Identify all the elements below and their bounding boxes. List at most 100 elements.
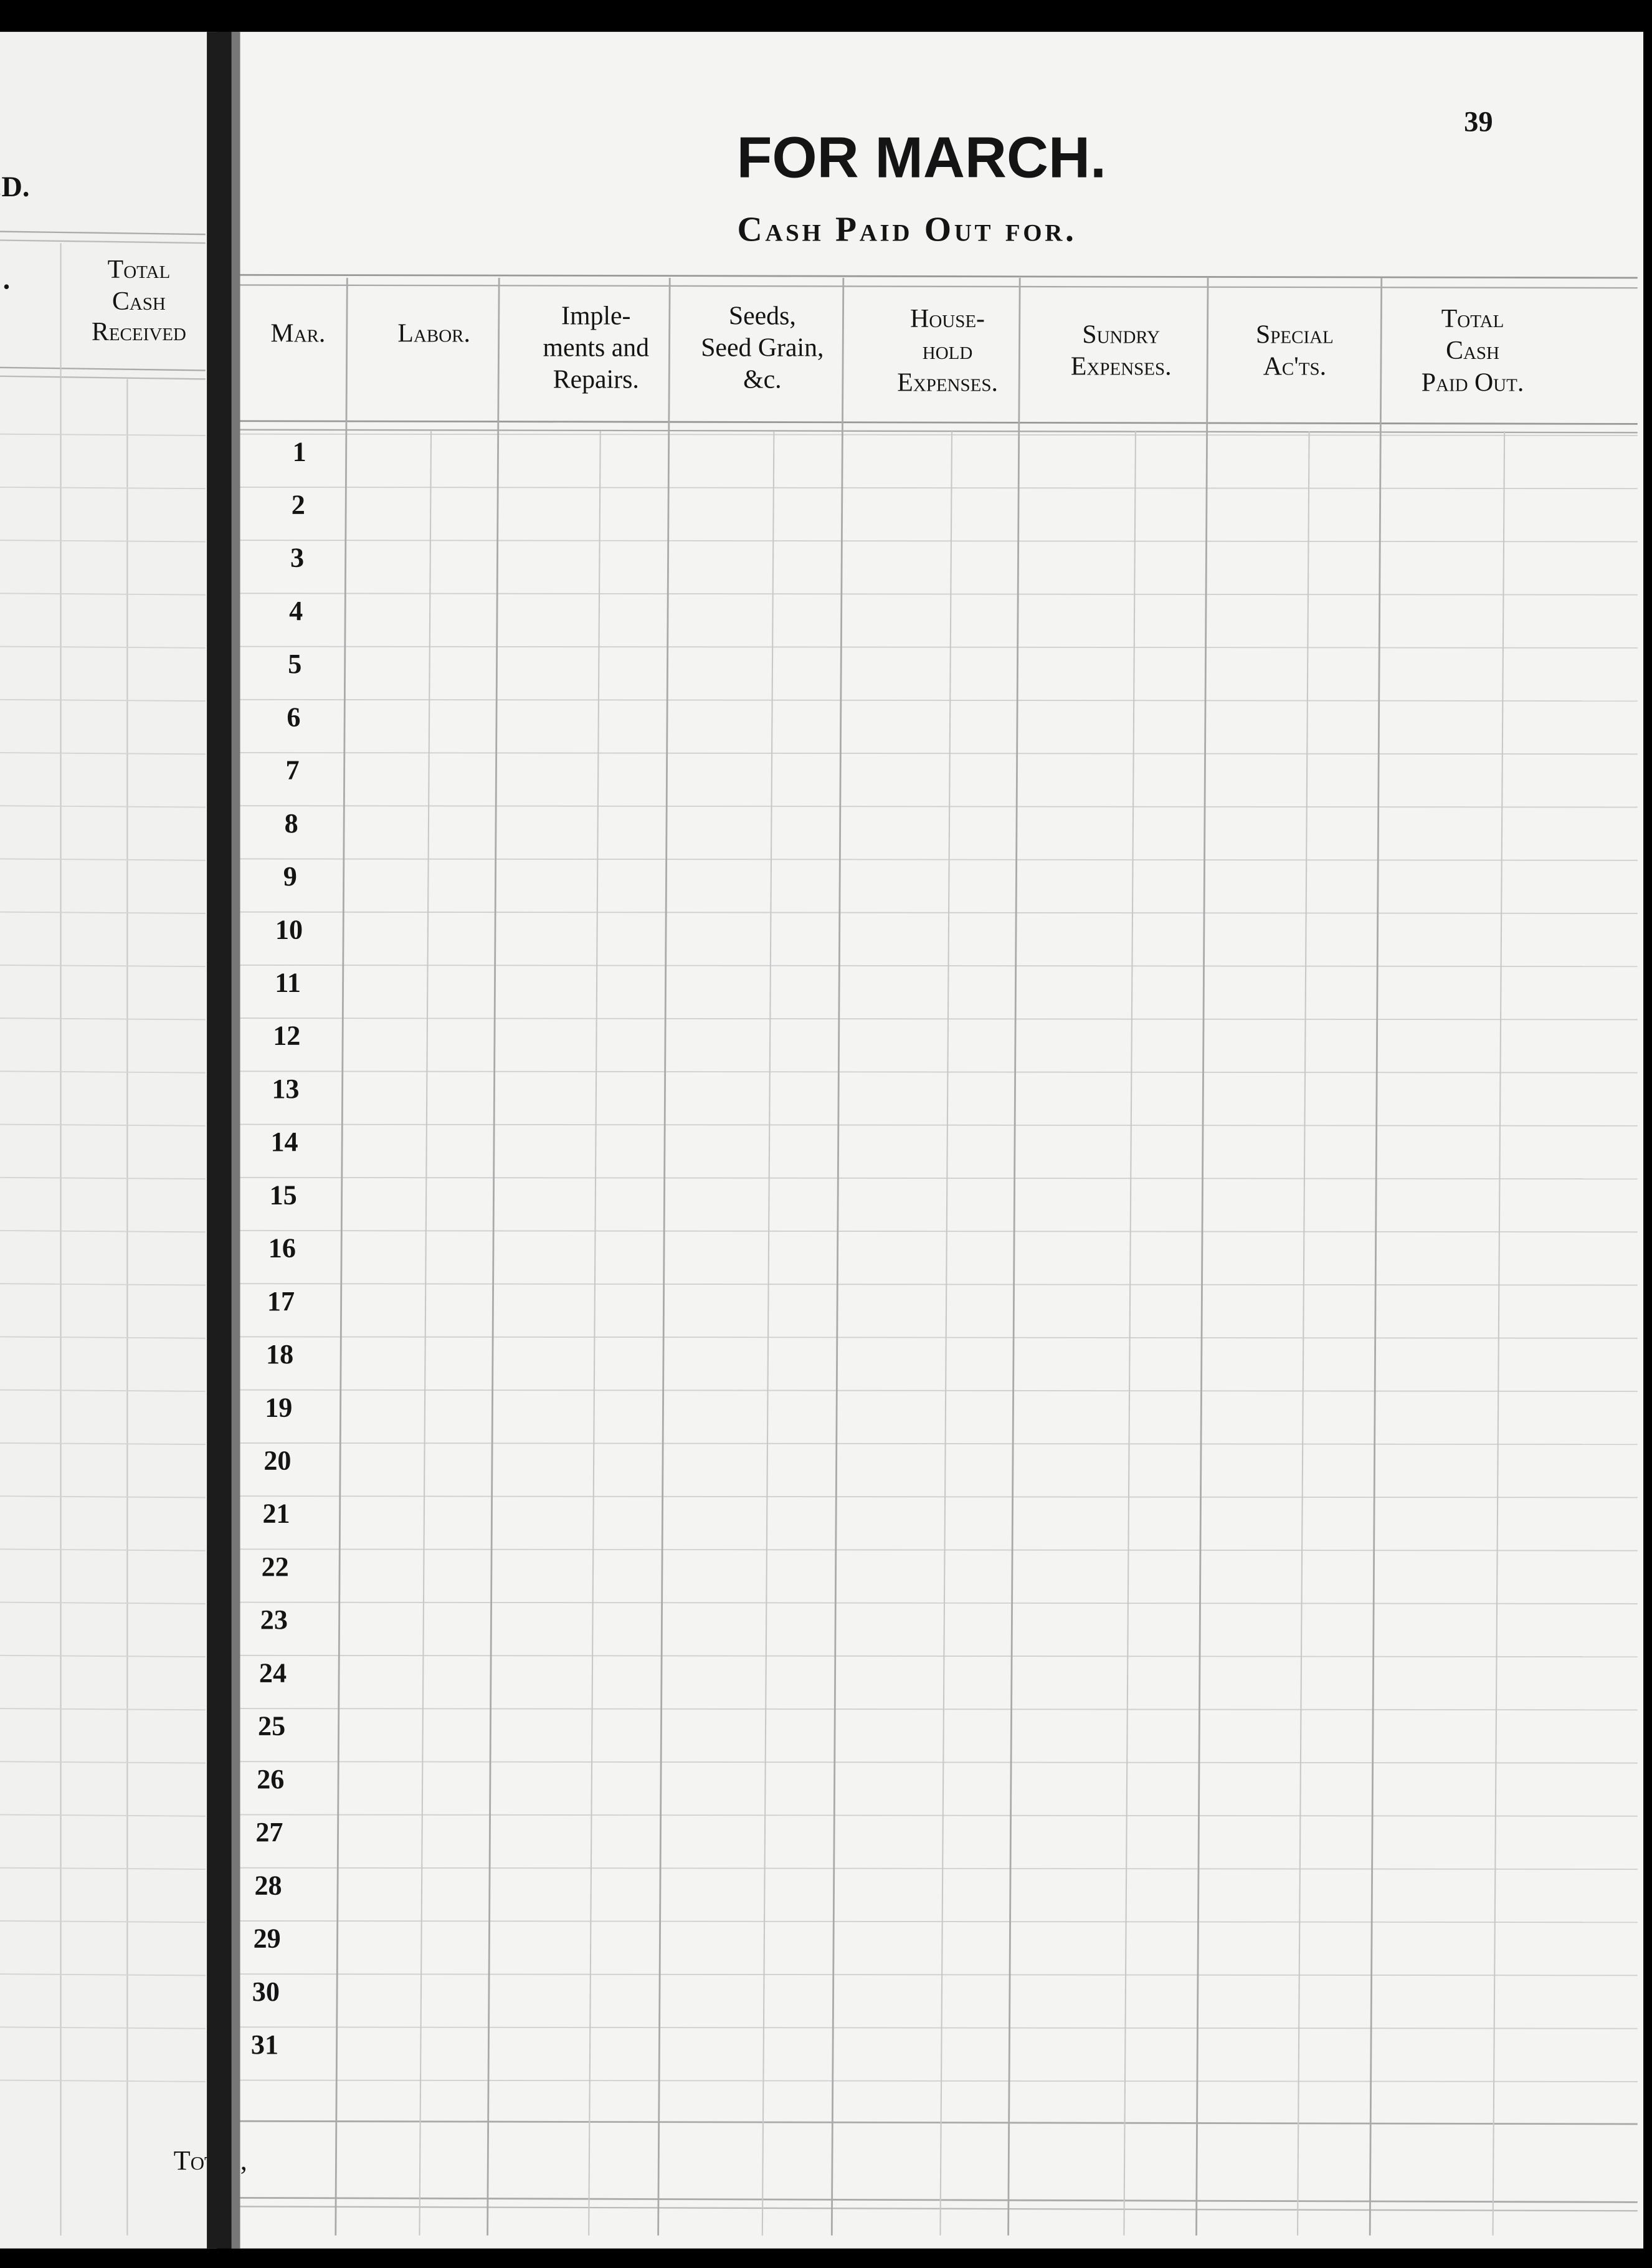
rule bbox=[419, 431, 432, 2236]
row-day: 4 bbox=[289, 596, 303, 626]
row-day: 21 bbox=[262, 1498, 290, 1529]
row-day: 3 bbox=[290, 543, 304, 573]
rule bbox=[240, 1973, 1638, 1976]
row-day: 6 bbox=[287, 702, 300, 732]
spine-edge bbox=[231, 32, 240, 2249]
rule bbox=[240, 2196, 1638, 2203]
column-header: Total bbox=[1441, 305, 1504, 333]
rule bbox=[240, 420, 1638, 425]
column-header: Ac'ts. bbox=[1263, 353, 1326, 381]
rule bbox=[0, 1601, 206, 1604]
rule bbox=[240, 911, 1638, 914]
row-day: 7 bbox=[286, 755, 300, 786]
rule bbox=[240, 1442, 1638, 1446]
rule bbox=[939, 431, 953, 2236]
row-day: 15 bbox=[270, 1179, 297, 1210]
rule bbox=[240, 1389, 1638, 1392]
rule bbox=[240, 486, 1638, 490]
rule bbox=[588, 431, 601, 2236]
row-day: 14 bbox=[270, 1127, 298, 1157]
printed-text: 39 FOR MARCH. Cash Paid Out for. .D. . T… bbox=[0, 106, 1524, 2175]
rule bbox=[0, 1389, 206, 1392]
rule bbox=[240, 1814, 1638, 1817]
rule bbox=[487, 277, 500, 2236]
row-day: 22 bbox=[262, 1551, 289, 1582]
rule bbox=[657, 277, 671, 2236]
rule bbox=[0, 593, 206, 596]
row-day: 28 bbox=[254, 1870, 282, 1900]
subtitle: Cash Paid Out for. bbox=[737, 211, 1076, 249]
rule bbox=[0, 1070, 206, 1074]
rule bbox=[240, 1654, 1638, 1658]
row-day: 9 bbox=[283, 861, 297, 892]
column-header: ments and bbox=[543, 334, 649, 363]
column-header: hold bbox=[923, 336, 973, 365]
column-header: Paid Out. bbox=[1422, 368, 1524, 397]
left-mark-fragment: . bbox=[3, 264, 11, 295]
rule bbox=[240, 964, 1638, 968]
rule bbox=[0, 1123, 206, 1127]
rule bbox=[240, 1601, 1638, 1604]
rule bbox=[240, 593, 1638, 596]
rule bbox=[0, 858, 206, 861]
rule bbox=[240, 1176, 1638, 1180]
row-day: 12 bbox=[273, 1021, 300, 1051]
rule bbox=[0, 1548, 206, 1551]
page-number: 39 bbox=[1464, 106, 1493, 138]
rule bbox=[1123, 431, 1137, 2236]
column-header: Cash bbox=[1446, 336, 1499, 365]
rule bbox=[240, 1708, 1638, 1711]
column-header: House- bbox=[910, 305, 985, 333]
rule bbox=[0, 1708, 206, 1711]
column-header: &c. bbox=[743, 366, 782, 394]
rule bbox=[0, 2026, 206, 2029]
rule bbox=[240, 752, 1638, 755]
rule bbox=[0, 1973, 206, 1976]
rule bbox=[0, 375, 206, 380]
column-header: Expenses. bbox=[897, 368, 998, 397]
rule bbox=[0, 1867, 206, 1870]
rule bbox=[240, 1017, 1638, 1021]
left-column-header: Cash bbox=[112, 287, 166, 316]
row-day: 25 bbox=[258, 1711, 285, 1742]
row-day: 17 bbox=[267, 1286, 295, 1317]
rule bbox=[240, 540, 1638, 543]
rule bbox=[0, 239, 206, 244]
rule bbox=[240, 2079, 1638, 2082]
rule bbox=[240, 1761, 1638, 1764]
rule bbox=[240, 2026, 1638, 2029]
column-header: Special bbox=[1256, 321, 1334, 350]
left-column-header: Total bbox=[108, 255, 171, 284]
rule bbox=[1297, 431, 1310, 2236]
rule bbox=[1195, 277, 1209, 2236]
row-day: 27 bbox=[255, 1817, 283, 1847]
row-day: 31 bbox=[251, 2029, 278, 2060]
rule bbox=[240, 805, 1638, 808]
column-header: Mar. bbox=[270, 319, 325, 348]
row-day: 30 bbox=[252, 1976, 280, 2007]
row-day: 19 bbox=[265, 1392, 292, 1422]
rule bbox=[0, 1017, 206, 1021]
rule bbox=[0, 2079, 206, 2082]
row-day: 29 bbox=[254, 1923, 281, 1954]
column-header: Seeds, bbox=[729, 302, 796, 330]
column-header: Sundry bbox=[1082, 321, 1160, 350]
rule bbox=[240, 1070, 1638, 1074]
rule bbox=[0, 805, 206, 808]
rule bbox=[240, 1920, 1638, 1923]
rule bbox=[240, 1123, 1638, 1127]
rule bbox=[0, 1814, 206, 1817]
row-day: 16 bbox=[268, 1233, 296, 1264]
column-header: Imple- bbox=[561, 302, 630, 330]
rule bbox=[240, 433, 1638, 436]
row-day: 18 bbox=[266, 1339, 293, 1370]
row-day: 10 bbox=[275, 914, 303, 945]
rule bbox=[240, 1495, 1638, 1498]
rule bbox=[0, 1920, 206, 1923]
rule bbox=[0, 1176, 206, 1180]
rule bbox=[0, 433, 206, 436]
rule bbox=[240, 2120, 1638, 2125]
rule bbox=[0, 231, 206, 236]
